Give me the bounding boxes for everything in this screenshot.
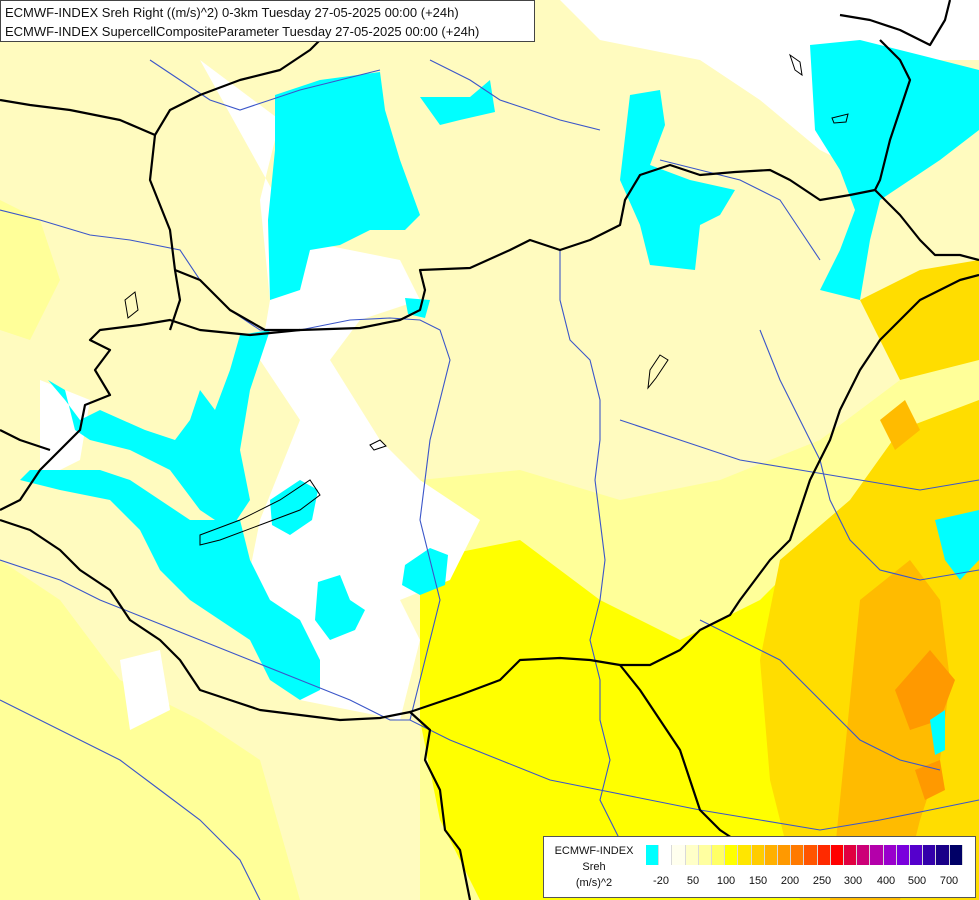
legend-tick: 500 xyxy=(907,875,927,887)
legend-swatch xyxy=(910,845,924,865)
legend-tick: 400 xyxy=(876,875,896,887)
legend-swatch xyxy=(949,845,963,865)
rivers xyxy=(0,59,979,900)
legend-unit: (m/s)^2 xyxy=(575,877,613,889)
legend-tick: 100 xyxy=(716,875,736,887)
legend-swatch xyxy=(923,845,937,865)
legend-swatch xyxy=(672,845,686,865)
legend-swatch xyxy=(685,845,699,865)
legend-swatch xyxy=(817,845,831,865)
legend-color-scale xyxy=(646,845,963,865)
legend-swatch xyxy=(712,845,726,865)
legend-variable: Sreh xyxy=(582,861,606,873)
lakes xyxy=(124,53,849,546)
legend-swatch xyxy=(857,845,871,865)
legend-swatch xyxy=(738,845,752,865)
legend-tick: 50 xyxy=(686,875,700,887)
white-field xyxy=(40,0,979,730)
legend-swatch xyxy=(844,845,858,865)
legend-tick: 300 xyxy=(843,875,863,887)
legend-swatch xyxy=(804,845,818,865)
legend-tick: 700 xyxy=(939,875,959,887)
legend-swatch xyxy=(659,845,673,865)
legend-title: ECMWF-INDEX xyxy=(554,845,634,857)
legend-swatch xyxy=(830,845,844,865)
map-title-line1: ECMWF-INDEX Sreh Right ((m/s)^2) 0-3km T… xyxy=(5,5,459,20)
legend-swatch xyxy=(751,845,765,865)
legend: ECMWF-INDEX Sreh (m/s)^2 -20 50 100 150 200 2… xyxy=(543,836,976,898)
legend-tick: 200 xyxy=(780,875,800,887)
map-title-box: ECMWF-INDEX Sreh Right ((m/s)^2) 0-3km T… xyxy=(0,0,535,42)
legend-swatch xyxy=(764,845,778,865)
legend-tick: -20 xyxy=(653,875,669,887)
legend-swatch xyxy=(936,845,950,865)
legend-swatch xyxy=(791,845,805,865)
legend-tick: 150 xyxy=(748,875,768,887)
legend-swatch xyxy=(725,845,739,865)
legend-tick: 250 xyxy=(812,875,832,887)
legend-swatch xyxy=(778,845,792,865)
legend-swatch xyxy=(646,845,660,865)
cyan-field xyxy=(20,40,979,755)
legend-swatch xyxy=(870,845,884,865)
legend-swatch xyxy=(896,845,910,865)
map-title-line2: ECMWF-INDEX SupercellCompositeParameter … xyxy=(5,24,480,39)
legend-swatch xyxy=(698,845,712,865)
legend-swatch xyxy=(883,845,897,865)
dark-orange-field xyxy=(895,650,955,800)
